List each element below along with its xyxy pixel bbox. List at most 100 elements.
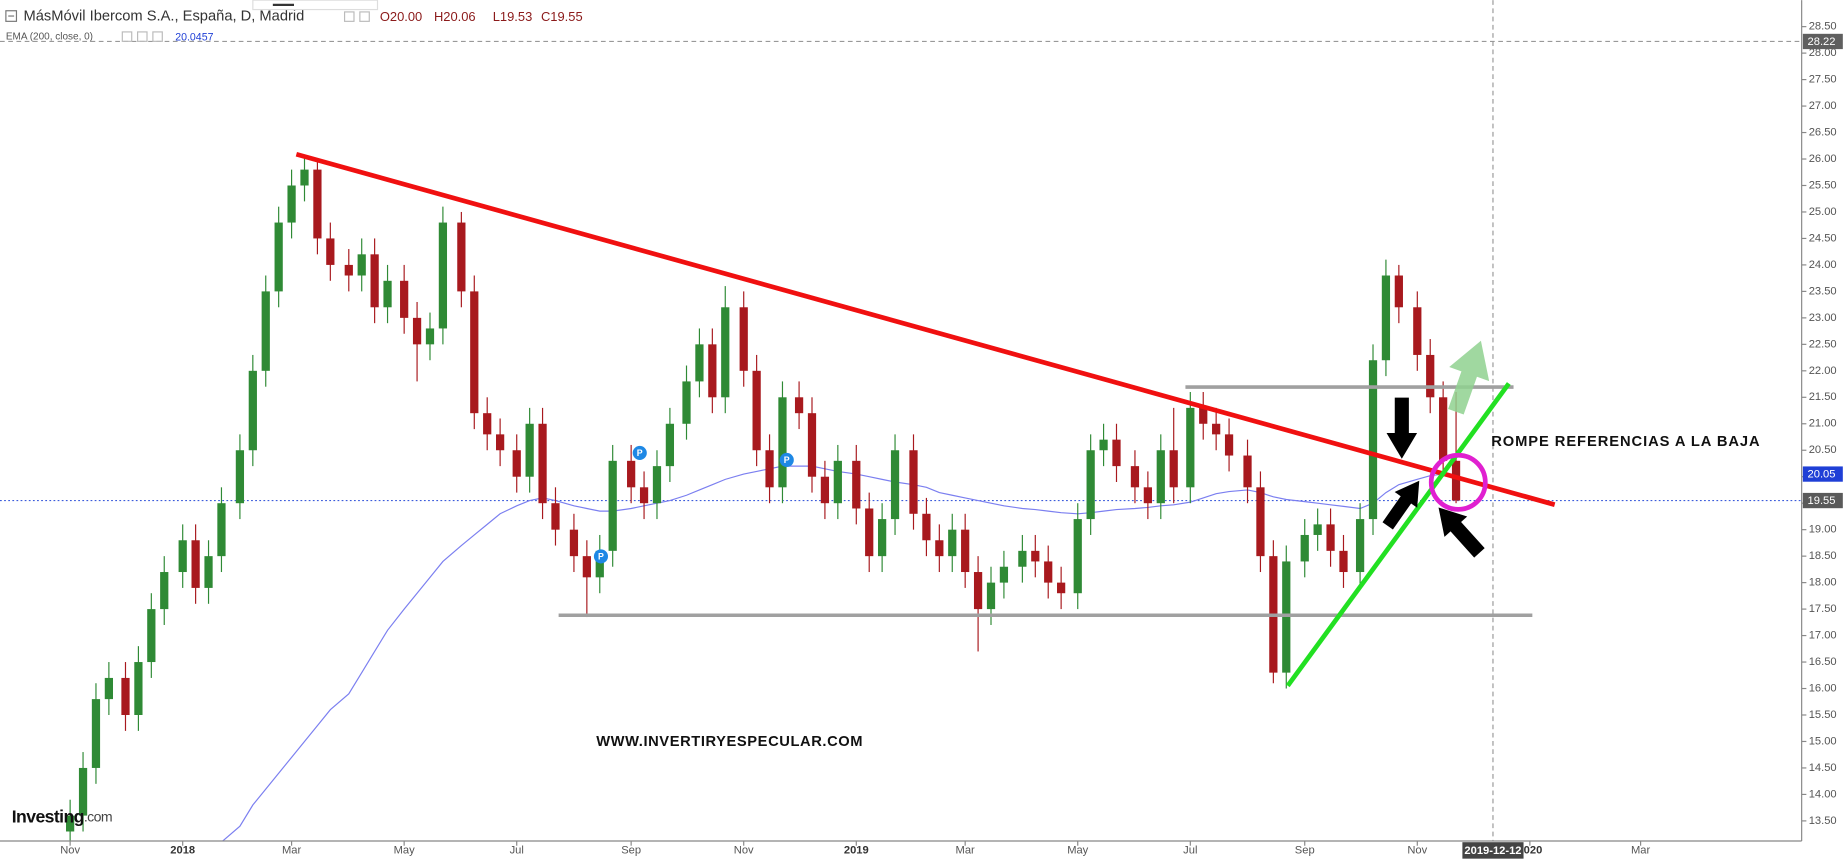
- header-icon[interactable]: [359, 11, 370, 22]
- candle-body: [1313, 524, 1322, 535]
- y-tick-label: 25.50: [1809, 179, 1837, 191]
- event-marker: P: [779, 452, 794, 468]
- candle-body: [948, 529, 957, 557]
- candle-body: [538, 423, 547, 504]
- candle-body: [178, 540, 187, 573]
- candle-body: [1368, 360, 1378, 520]
- candle-body: [890, 450, 900, 520]
- candle-body: [1044, 561, 1053, 583]
- price-label: 19.55: [1808, 495, 1836, 507]
- candle-body: [1282, 561, 1291, 673]
- ohlc-close: C19.55: [541, 9, 583, 24]
- candle-layer: [66, 156, 1461, 842]
- grid-layer: [0, 0, 1802, 842]
- candle-body: [582, 556, 591, 578]
- ohlc-low: L19.53: [493, 9, 533, 24]
- y-tick-label: 16.50: [1809, 656, 1837, 668]
- candle-body: [300, 169, 309, 186]
- candle-body: [160, 572, 169, 610]
- candle-body: [357, 254, 366, 276]
- candle-body: [665, 423, 675, 467]
- candle-body: [1130, 466, 1140, 488]
- candle-body: [1381, 275, 1391, 361]
- x-tick-label: 2019: [844, 844, 869, 856]
- y-tick-label: 27.50: [1809, 74, 1837, 86]
- candle-body: [1339, 550, 1348, 573]
- candle-body: [261, 291, 270, 371]
- collapse-icon[interactable]: [5, 10, 18, 22]
- y-tick-label: 28.00: [1809, 47, 1837, 59]
- y-tick-label: 18.00: [1809, 577, 1837, 589]
- candle-body: [457, 222, 466, 292]
- indicator-icon[interactable]: [121, 31, 133, 42]
- candle-body: [78, 767, 88, 816]
- candle-body: [147, 609, 156, 663]
- candle-body: [1156, 450, 1165, 504]
- candle-body: [1186, 407, 1195, 488]
- event-marker-label: P: [598, 551, 604, 561]
- candle-body: [1224, 434, 1234, 456]
- x-tick-label: Mar: [282, 844, 301, 856]
- indicator-name: EMA (200, close, 0): [6, 31, 93, 42]
- x-tick-label: 2020: [1517, 844, 1542, 856]
- candle-body: [935, 540, 944, 557]
- y-tick-label: 24.50: [1809, 232, 1837, 244]
- candle-body: [752, 370, 761, 451]
- candle-body: [274, 222, 283, 292]
- candle-body: [999, 566, 1009, 583]
- candle-body: [470, 291, 479, 414]
- black-arrow: [1386, 397, 1418, 459]
- indicator-value: 20.0457: [175, 32, 213, 44]
- indicator-icon[interactable]: [152, 31, 163, 42]
- black-arrow: [1382, 480, 1420, 530]
- y-tick-label: 28.50: [1809, 21, 1837, 33]
- crosshair-x-box: [1462, 842, 1524, 859]
- y-tick-label: 21.00: [1809, 418, 1837, 430]
- x-tick-label: Nov: [1407, 844, 1427, 856]
- candle-body: [412, 317, 422, 345]
- event-marker-label: P: [637, 448, 643, 458]
- header-icon[interactable]: [343, 11, 355, 22]
- y-tick-label: 22.50: [1809, 338, 1837, 350]
- candle-body: [551, 503, 560, 530]
- x-tick-label: Mar: [1631, 844, 1650, 856]
- candle-body: [961, 529, 970, 573]
- x-tick-label: Sep: [1295, 844, 1315, 856]
- candle-body: [820, 476, 830, 504]
- candle-body: [1355, 519, 1365, 573]
- logo-brand-text: Investing: [12, 806, 84, 826]
- x-tick-label: Jul: [1183, 844, 1197, 856]
- candle-body: [66, 815, 75, 832]
- candle-body: [1143, 487, 1152, 504]
- candle-body: [807, 413, 817, 477]
- highlight-circle: [1428, 452, 1488, 512]
- green-arrow: [1448, 340, 1490, 415]
- y-tick-label: 23.50: [1809, 285, 1837, 297]
- x-tick-label: Nov: [734, 844, 754, 856]
- candle-body: [1086, 450, 1095, 520]
- y-tick-label: 14.00: [1809, 788, 1837, 800]
- candle-body: [682, 381, 691, 424]
- y-tick-label: 26.00: [1809, 153, 1837, 165]
- toolbar-stub: [252, 0, 379, 11]
- candle-body: [235, 450, 245, 504]
- y-tick-label: 27.00: [1809, 100, 1837, 112]
- candle-body: [708, 344, 717, 398]
- indicator-icon[interactable]: [137, 31, 148, 42]
- y-tick-label: 26.50: [1809, 126, 1837, 138]
- candle-body: [1018, 550, 1027, 567]
- y-tick-label: 15.50: [1809, 709, 1837, 721]
- candle-body: [1426, 354, 1435, 398]
- y-tick-label: 20.50: [1809, 444, 1837, 456]
- candle-body: [1112, 439, 1121, 467]
- y-tick-label: 22.00: [1809, 365, 1837, 377]
- candle-body: [909, 450, 918, 514]
- candle-body: [652, 466, 662, 504]
- y-tick-label: 16.00: [1809, 682, 1837, 694]
- candle-body: [134, 662, 143, 715]
- candle-body: [248, 370, 257, 451]
- price-label-box: [1802, 492, 1843, 509]
- candle-body: [1031, 550, 1040, 562]
- candle-body: [204, 556, 213, 588]
- candle-body: [878, 519, 887, 557]
